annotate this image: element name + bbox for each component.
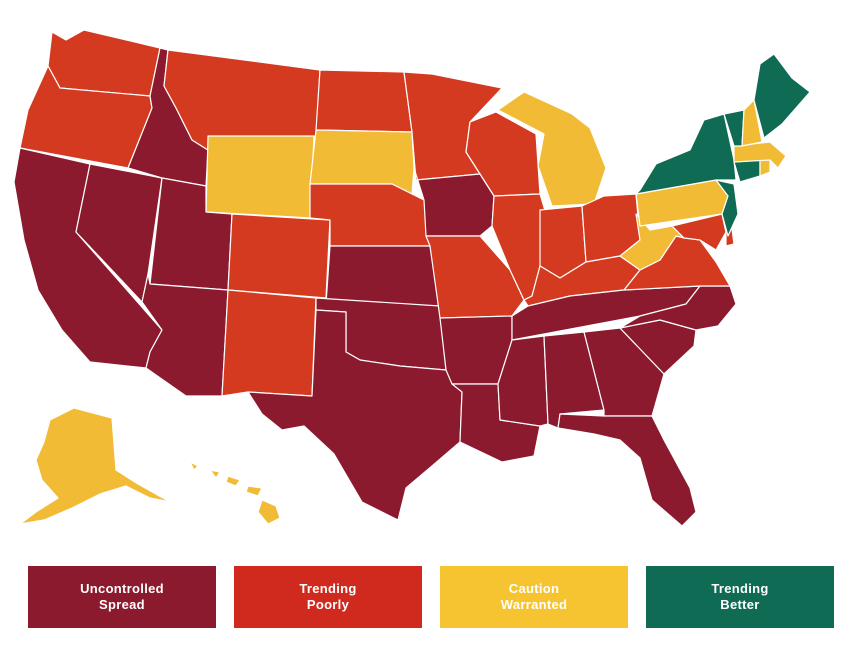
legend-label-line1: Caution bbox=[508, 581, 560, 596]
legend-uncontrolled-spread: Uncontrolled Spread bbox=[28, 566, 216, 628]
state-MO[interactable] bbox=[425, 235, 525, 319]
state-MI[interactable] bbox=[497, 91, 607, 207]
state-WA[interactable] bbox=[47, 29, 161, 97]
state-FL[interactable] bbox=[557, 413, 697, 527]
state-MA[interactable] bbox=[733, 141, 787, 169]
legend-label-line1: Uncontrolled bbox=[80, 581, 164, 596]
state-HI[interactable] bbox=[189, 461, 281, 525]
legend-label-line1: Trending bbox=[299, 581, 357, 596]
state-TX[interactable] bbox=[247, 309, 463, 521]
state-NH[interactable] bbox=[741, 99, 763, 147]
state-NJ[interactable] bbox=[715, 179, 739, 237]
state-NY[interactable] bbox=[635, 113, 737, 195]
legend-label-line2: Poorly bbox=[306, 597, 350, 612]
legend-label-line1: Trending bbox=[711, 581, 769, 596]
us-state-map bbox=[13, 29, 811, 527]
legend-trending-poorly: Trending Poorly bbox=[234, 566, 422, 628]
map-legend: Uncontrolled Spread Trending Poorly Cautio… bbox=[28, 566, 834, 628]
legend-label-line2: Spread bbox=[99, 597, 145, 612]
state-KS[interactable] bbox=[325, 245, 441, 307]
state-RI[interactable] bbox=[759, 159, 771, 177]
state-NC[interactable] bbox=[619, 285, 737, 331]
state-AK[interactable] bbox=[19, 407, 171, 525]
legend-trending-better: Trending Better bbox=[646, 566, 834, 628]
state-WY[interactable] bbox=[205, 135, 315, 219]
state-ME[interactable] bbox=[753, 53, 811, 139]
state-ND[interactable] bbox=[315, 69, 413, 133]
legend-label-line2: Warranted bbox=[500, 597, 568, 612]
state-CO[interactable] bbox=[227, 213, 331, 299]
legend-label-line2: Better bbox=[720, 597, 760, 612]
state-NM[interactable] bbox=[221, 289, 317, 397]
legend-caution-warranted: Caution Warranted bbox=[440, 566, 628, 628]
state-CT[interactable] bbox=[733, 159, 761, 183]
